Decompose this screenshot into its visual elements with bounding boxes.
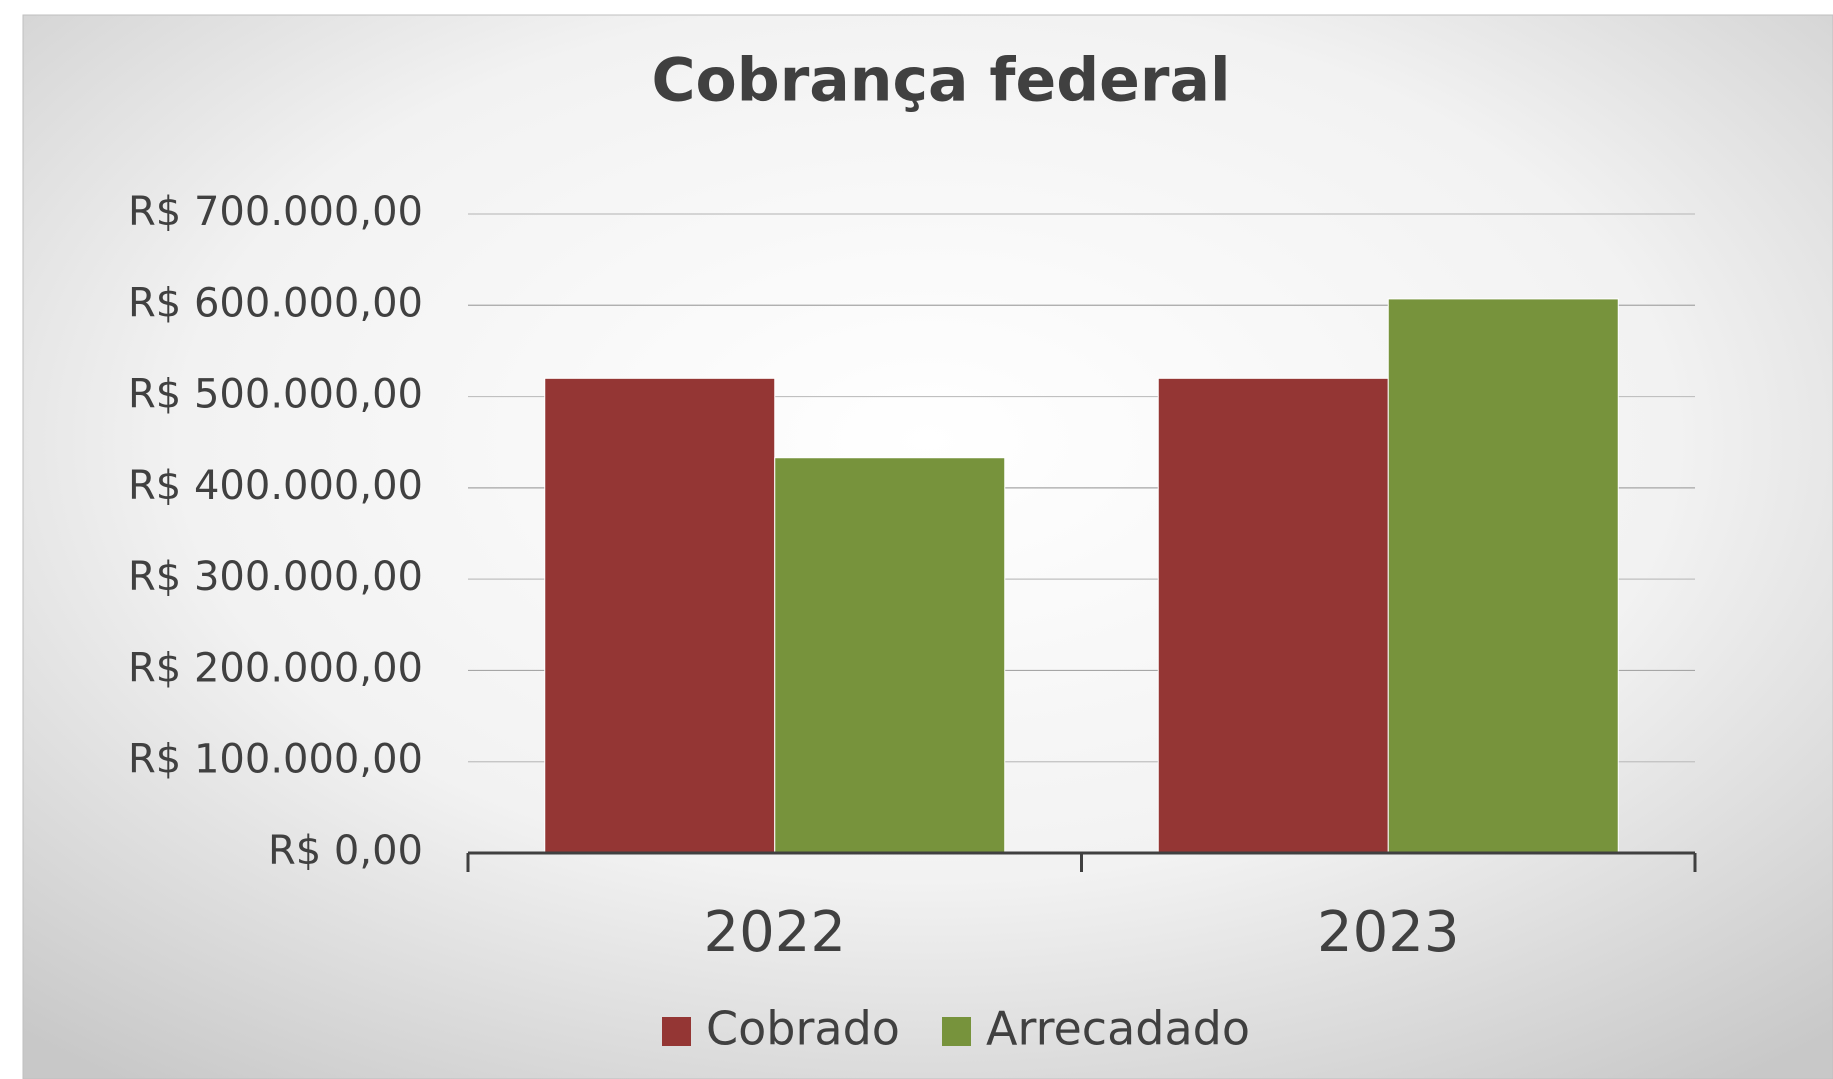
y-tick-label: R$ 300.000,00 — [128, 554, 423, 600]
bar — [1387, 298, 1619, 854]
legend-label: Cobrado — [706, 1002, 900, 1056]
bar — [544, 377, 776, 854]
x-tick-label: 2023 — [1317, 900, 1460, 965]
chart-title: Cobrança federal — [651, 46, 1230, 116]
legend-label: Arrecadado — [986, 1002, 1250, 1056]
x-tick-label: 2022 — [703, 900, 846, 965]
y-tick-label: R$ 0,00 — [268, 828, 423, 874]
y-tick-label: R$ 200.000,00 — [128, 645, 423, 691]
y-tick-label: R$ 600.000,00 — [128, 280, 423, 326]
bar — [1157, 377, 1389, 854]
y-tick-label: R$ 500.000,00 — [128, 372, 423, 418]
y-tick-label: R$ 700.000,00 — [128, 189, 423, 235]
legend-swatch — [942, 1017, 971, 1046]
bar — [774, 457, 1006, 854]
y-tick-label: R$ 400.000,00 — [128, 463, 423, 509]
y-tick-label: R$ 100.000,00 — [128, 737, 423, 783]
legend-swatch — [662, 1017, 691, 1046]
